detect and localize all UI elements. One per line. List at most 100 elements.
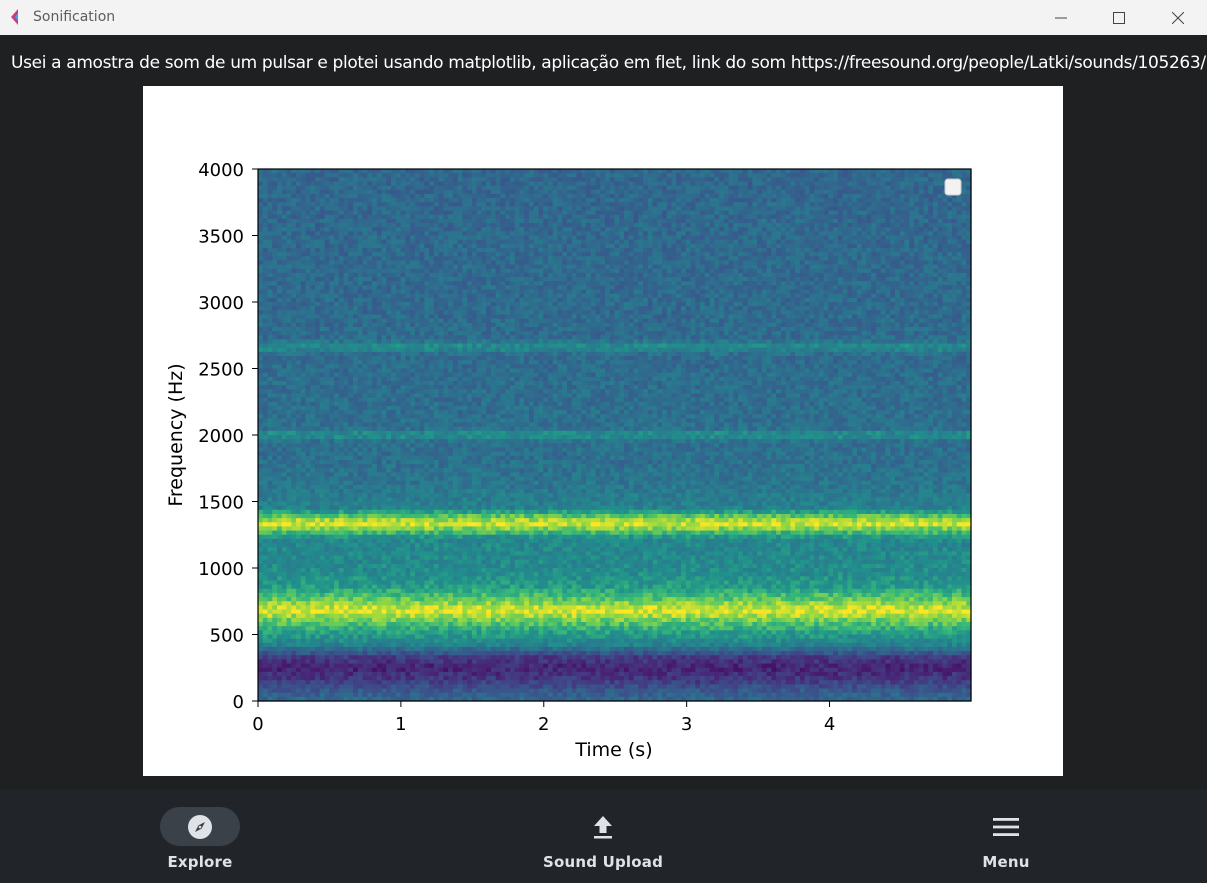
spectrogram-cell (909, 206, 915, 212)
spectrogram-cell (486, 272, 492, 278)
spectrogram-cell (334, 260, 340, 266)
spectrogram-cell (676, 235, 682, 241)
spectrogram-cell (291, 260, 297, 266)
spectrogram-cell (405, 239, 411, 245)
spectrogram-cell (258, 235, 264, 241)
spectrogram-cell (353, 293, 359, 299)
spectrogram-cell (899, 293, 906, 299)
spectrogram-cell (286, 185, 292, 191)
spectrogram-cell (932, 193, 939, 199)
spectrogram-cell (818, 210, 825, 216)
spectrogram-cell (828, 181, 834, 187)
spectrogram-cell (766, 281, 772, 286)
spectrogram-cell (262, 189, 269, 195)
spectrogram-cell (267, 268, 273, 274)
spectrogram-cell (452, 302, 459, 307)
spectrogram-cell (528, 252, 535, 257)
spectrogram-cell (690, 177, 696, 183)
spectrogram-cell (776, 189, 782, 195)
spectrogram-cell (647, 235, 654, 241)
spectrogram-cell (452, 281, 459, 286)
spectrogram-cell (823, 185, 829, 191)
spectrogram-cell (761, 185, 768, 191)
spectrogram-cell (566, 231, 573, 237)
spectrogram-cell (628, 193, 635, 199)
spectrogram-cell (894, 285, 901, 291)
spectrogram-cell (600, 268, 606, 274)
spectrogram-cell (400, 223, 406, 228)
spectrogram-cell (742, 252, 749, 257)
spectrogram-cell (785, 231, 791, 237)
spectrogram-cell (814, 185, 820, 191)
spectrogram-cell (343, 285, 349, 291)
spectrogram-cell (443, 239, 449, 245)
spectrogram-cell (600, 277, 606, 282)
spectrogram-cell (728, 235, 734, 241)
spectrogram-cell (842, 247, 849, 253)
spectrogram-cell (557, 173, 563, 178)
spectrogram-cell (315, 243, 321, 249)
spectrogram-cell (913, 231, 920, 237)
spectrogram-cell (329, 214, 335, 220)
spectrogram-cell (381, 227, 387, 232)
maximize-button[interactable] (1090, 0, 1148, 35)
spectrogram-cell (652, 239, 658, 245)
spectrogram-cell (362, 252, 368, 257)
spectrogram-cell (391, 169, 397, 174)
spectrogram-cell (951, 206, 958, 212)
spectrogram-cell (842, 206, 849, 212)
spectrogram-cell (372, 264, 378, 270)
spectrogram-cell (633, 285, 639, 291)
spectrogram-cell (410, 214, 416, 220)
spectrogram-cell (305, 223, 311, 228)
spectrogram-cell (609, 268, 616, 274)
spectrogram-cell (552, 235, 559, 241)
spectrogram-cell (514, 256, 521, 262)
spectrogram-cell (880, 302, 887, 307)
spectrogram-cell (932, 198, 939, 203)
spectrogram-cell (414, 293, 421, 299)
spectrogram-cell (681, 181, 687, 187)
spectrogram-cell (742, 247, 749, 253)
spectrogram-cell (315, 227, 321, 232)
spectrogram-cell (638, 239, 644, 245)
spectrogram-cell (795, 297, 801, 303)
spectrogram-cell (604, 198, 611, 203)
spectrogram-cell (386, 223, 392, 228)
spectrogram-cell (424, 252, 430, 257)
spectrogram-cell (885, 227, 891, 232)
spectrogram-cell (329, 223, 335, 228)
spectrogram-cell (448, 272, 454, 278)
spectrogram-cell (410, 198, 416, 203)
spectrogram-cell (590, 289, 597, 295)
spectrogram-cell (362, 306, 368, 311)
spectrogram-cell (372, 256, 378, 262)
spectrogram-cell (329, 189, 335, 195)
spectrogram-cell (885, 202, 891, 208)
spectrogram-cell (505, 189, 511, 195)
spectrogram-cell (524, 281, 530, 286)
spectrogram-cell (528, 272, 535, 278)
spectrogram-cell (524, 256, 530, 262)
close-button[interactable] (1149, 0, 1207, 35)
spectrogram-cell (761, 256, 768, 262)
spectrogram-cell (628, 169, 635, 174)
spectrogram-cell (923, 210, 929, 216)
spectrogram-cell (828, 218, 834, 224)
spectrogram-cell (262, 202, 269, 208)
minimize-button[interactable] (1032, 0, 1090, 35)
spectrogram-cell (747, 206, 753, 212)
spectrogram-cell (814, 227, 820, 232)
spectrogram-cell (704, 289, 711, 295)
spectrogram-cell (509, 223, 516, 228)
spectrogram-cell (676, 302, 682, 307)
spectrogram-cell (262, 302, 269, 307)
spectrogram-cell (837, 231, 844, 237)
spectrogram-cell (666, 218, 673, 224)
spectrogram-cell (381, 306, 387, 311)
spectrogram-cell (495, 231, 502, 237)
spectrogram-cell (300, 243, 307, 249)
spectrogram-cell (733, 185, 739, 191)
spectrogram-cell (481, 281, 487, 286)
spectrogram-cell (624, 264, 630, 270)
